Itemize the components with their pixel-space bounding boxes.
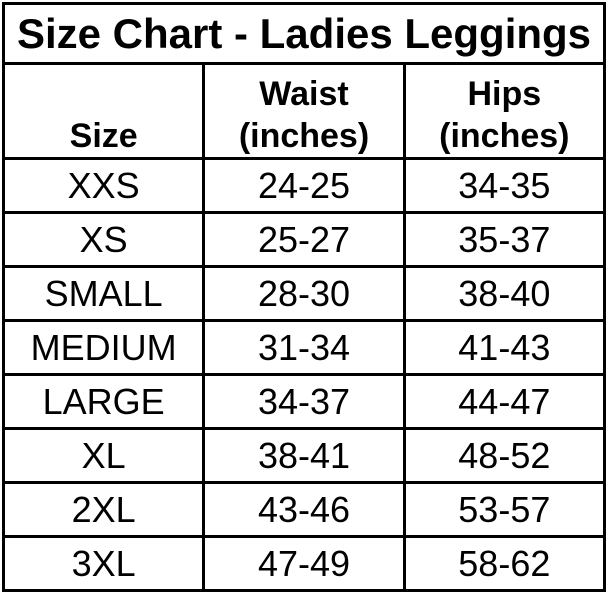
waist-cell: 24-25 bbox=[202, 157, 406, 214]
table-row: LARGE 34-37 44-47 bbox=[1, 373, 607, 430]
hips-cell: 58-62 bbox=[402, 535, 607, 592]
hips-cell: 53-57 bbox=[402, 481, 607, 538]
hips-cell: 48-52 bbox=[402, 427, 607, 484]
waist-cell: 25-27 bbox=[202, 211, 406, 268]
waist-cell: 43-46 bbox=[202, 481, 406, 538]
waist-cell: 31-34 bbox=[202, 319, 406, 376]
hips-cell: 35-37 bbox=[402, 211, 607, 268]
column-header-waist: Waist (inches) bbox=[202, 62, 406, 160]
waist-cell: 28-30 bbox=[202, 265, 406, 322]
table-row: 2XL 43-46 53-57 bbox=[1, 481, 607, 538]
column-header-size: Size bbox=[1, 62, 206, 160]
waist-cell: 38-41 bbox=[202, 427, 406, 484]
table-row: MEDIUM 31-34 41-43 bbox=[1, 319, 607, 376]
table-row: SMALL 28-30 38-40 bbox=[1, 265, 607, 322]
size-cell: LARGE bbox=[1, 373, 206, 430]
hips-cell: 44-47 bbox=[402, 373, 607, 430]
header-row: Size Waist (inches) Hips (inches) bbox=[1, 62, 607, 160]
table-row: XXS 24-25 34-35 bbox=[1, 157, 607, 214]
hips-cell: 34-35 bbox=[402, 157, 607, 214]
hips-cell: 38-40 bbox=[402, 265, 607, 322]
table-row: XL 38-41 48-52 bbox=[1, 427, 607, 484]
size-cell: 3XL bbox=[1, 535, 206, 592]
chart-title: Size Chart - Ladies Leggings bbox=[2, 2, 606, 65]
size-cell: XS bbox=[1, 211, 206, 268]
size-cell: 2XL bbox=[1, 481, 206, 538]
size-cell: XL bbox=[1, 427, 206, 484]
waist-cell: 47-49 bbox=[202, 535, 406, 592]
size-cell: XXS bbox=[1, 157, 206, 214]
table-row: XS 25-27 35-37 bbox=[1, 211, 607, 268]
table-row: 3XL 47-49 58-62 bbox=[1, 535, 607, 592]
size-cell: SMALL bbox=[1, 265, 206, 322]
size-cell: MEDIUM bbox=[1, 319, 206, 376]
column-header-hips: Hips (inches) bbox=[402, 62, 607, 160]
hips-cell: 41-43 bbox=[402, 319, 607, 376]
waist-cell: 34-37 bbox=[202, 373, 406, 430]
title-row: Size Chart - Ladies Leggings bbox=[2, 2, 606, 65]
